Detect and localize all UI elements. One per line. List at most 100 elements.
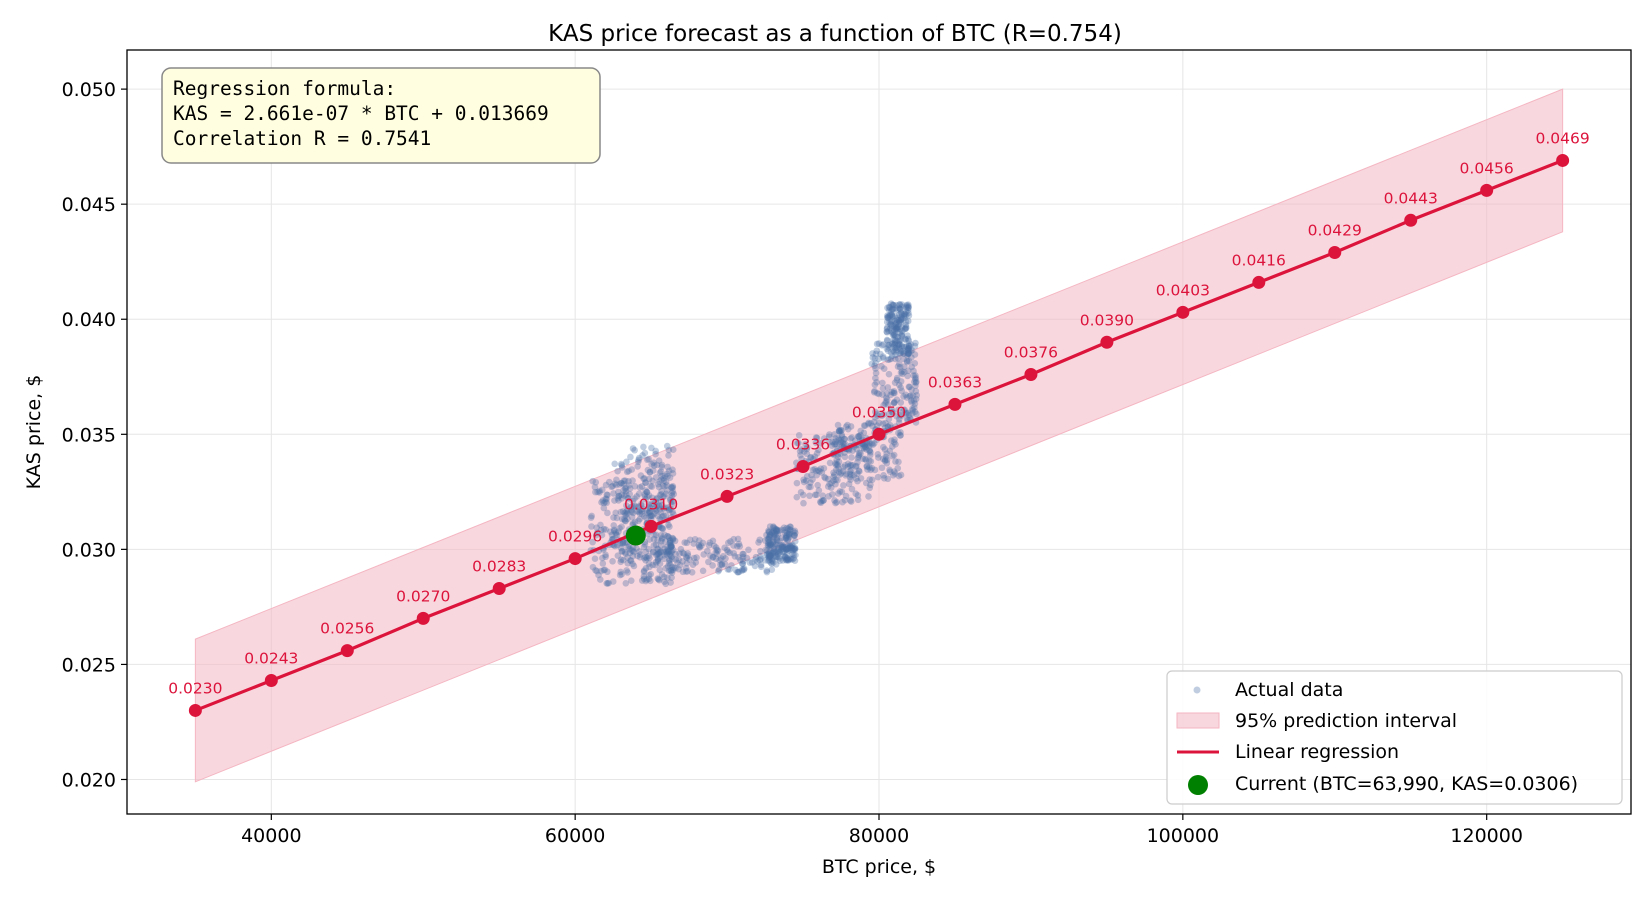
actual-data-point [898, 303, 906, 310]
actual-data-point [912, 378, 920, 386]
actual-data-point [904, 335, 912, 343]
actual-data-point [847, 461, 855, 469]
actual-data-point [884, 343, 892, 351]
actual-data-point [604, 509, 611, 517]
actual-data-point [902, 391, 909, 399]
actual-data-point [654, 556, 662, 563]
actual-data-point [684, 550, 692, 557]
actual-data-point [789, 550, 796, 558]
actual-data-point [642, 577, 650, 585]
y-tick-label: 0.040 [62, 309, 116, 331]
actual-data-point [902, 311, 910, 319]
actual-data-point [649, 548, 657, 556]
actual-data-point [757, 561, 765, 569]
actual-data-point [763, 531, 770, 539]
actual-data-point [813, 471, 820, 479]
actual-data-point [600, 504, 608, 512]
actual-data-point [899, 370, 906, 378]
actual-data-point [676, 550, 683, 557]
actual-data-point [834, 462, 841, 469]
actual-data-point [886, 312, 894, 320]
actual-data-point [696, 543, 703, 550]
actual-data-point [614, 488, 622, 496]
formula-line-1: Regression formula: [173, 77, 396, 100]
actual-data-point [894, 314, 901, 322]
actual-data-point [653, 502, 661, 510]
regression-point [492, 581, 506, 595]
regression-point [644, 519, 658, 533]
actual-data-point [898, 311, 906, 319]
actual-data-point [826, 438, 833, 446]
actual-data-point [668, 567, 675, 574]
actual-data-point [618, 495, 626, 502]
actual-data-point [605, 579, 612, 587]
actual-data-point [783, 554, 791, 562]
actual-data-point [886, 356, 893, 363]
actual-data-point [813, 449, 821, 457]
actual-data-point [909, 392, 917, 399]
actual-data-point [610, 514, 617, 521]
actual-data-point [734, 568, 742, 576]
actual-data-point [668, 549, 675, 556]
actual-data-point [889, 452, 896, 460]
actual-data-point [668, 492, 676, 500]
actual-data-point [670, 564, 678, 571]
actual-data-point [887, 391, 895, 399]
actual-data-point [686, 536, 694, 544]
actual-data-point [610, 522, 618, 529]
actual-data-point [656, 478, 663, 485]
actual-data-point [878, 412, 886, 420]
actual-data-point [617, 556, 625, 563]
actual-data-point [893, 348, 901, 355]
actual-data-point [880, 443, 887, 451]
actual-data-point [775, 555, 783, 562]
actual-data-point [867, 448, 874, 456]
actual-data-point [626, 549, 634, 557]
actual-data-point [645, 455, 652, 463]
actual-data-point [623, 502, 630, 509]
actual-data-point [682, 564, 690, 572]
actual-data-point [891, 340, 899, 348]
actual-data-point [631, 446, 638, 454]
actual-data-point [771, 552, 779, 560]
actual-data-point [900, 350, 907, 357]
actual-data-point [888, 340, 896, 348]
actual-data-point [902, 325, 909, 333]
actual-data-point [894, 316, 901, 324]
actual-data-point [638, 510, 646, 518]
actual-data-point [797, 489, 805, 496]
actual-data-point [679, 549, 686, 557]
actual-data-point [878, 363, 885, 370]
actual-data-point [901, 310, 909, 318]
actual-data-point [659, 525, 667, 532]
actual-data-point [652, 541, 660, 549]
actual-data-point [657, 509, 665, 516]
actual-data-point [763, 567, 771, 574]
actual-data-point [885, 415, 893, 423]
actual-data-point [629, 552, 637, 560]
actual-data-point [890, 399, 898, 407]
actual-data-point [781, 529, 789, 536]
actual-data-point [626, 490, 634, 498]
regression-point [1024, 367, 1038, 381]
regression-point [1100, 335, 1114, 349]
actual-data-point [867, 419, 875, 427]
actual-data-point [902, 410, 910, 417]
actual-data-point [911, 351, 919, 358]
actual-data-point [847, 497, 854, 504]
actual-data-point [652, 558, 660, 566]
actual-data-point [668, 563, 676, 571]
actual-data-point [896, 432, 904, 439]
regression-value-label: 0.0469 [1536, 129, 1590, 147]
actual-data-point [875, 390, 883, 398]
actual-data-point [613, 476, 620, 484]
actual-data-point [658, 535, 666, 543]
actual-data-point [832, 461, 840, 468]
actual-data-point [881, 446, 889, 453]
actual-data-point [775, 547, 782, 555]
actual-data-point [895, 311, 903, 319]
actual-data-point [890, 387, 898, 395]
actual-data-point [896, 363, 904, 371]
actual-data-point [896, 350, 904, 357]
actual-data-point [642, 548, 650, 556]
